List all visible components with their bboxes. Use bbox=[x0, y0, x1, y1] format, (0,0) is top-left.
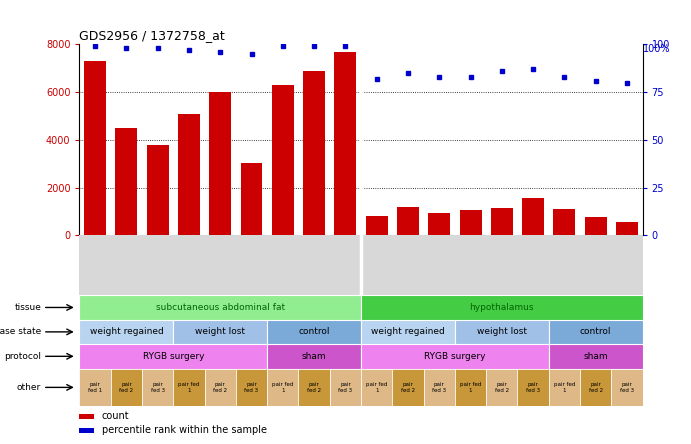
Bar bbox=[361, 344, 549, 369]
Text: pair
fed 1: pair fed 1 bbox=[88, 382, 102, 393]
Bar bbox=[616, 222, 638, 235]
Bar bbox=[522, 198, 544, 235]
Bar bbox=[580, 369, 612, 406]
Text: control: control bbox=[580, 327, 612, 337]
Bar bbox=[173, 369, 205, 406]
Bar bbox=[397, 207, 419, 235]
Text: sham: sham bbox=[302, 352, 326, 361]
Text: RYGB surgery: RYGB surgery bbox=[424, 352, 486, 361]
Bar bbox=[79, 344, 267, 369]
Bar bbox=[178, 114, 200, 235]
Bar bbox=[236, 369, 267, 406]
Text: pair
fed 2: pair fed 2 bbox=[495, 382, 509, 393]
Bar bbox=[366, 216, 388, 235]
Bar bbox=[334, 52, 357, 235]
Bar bbox=[84, 61, 106, 235]
Bar bbox=[491, 208, 513, 235]
Text: pair fed
1: pair fed 1 bbox=[366, 382, 388, 393]
Text: pair
fed 2: pair fed 2 bbox=[589, 382, 603, 393]
Bar bbox=[267, 369, 299, 406]
Bar bbox=[460, 210, 482, 235]
Text: pair
fed 3: pair fed 3 bbox=[620, 382, 634, 393]
Text: pair
fed 2: pair fed 2 bbox=[120, 382, 133, 393]
Bar bbox=[549, 320, 643, 344]
Bar bbox=[209, 92, 231, 235]
Bar bbox=[205, 369, 236, 406]
Bar bbox=[424, 369, 455, 406]
Text: weight lost: weight lost bbox=[477, 327, 527, 337]
Text: GDS2956 / 1372758_at: GDS2956 / 1372758_at bbox=[79, 29, 225, 42]
Text: disease state: disease state bbox=[0, 327, 41, 337]
Text: weight lost: weight lost bbox=[196, 327, 245, 337]
Bar bbox=[549, 344, 643, 369]
Text: pair
fed 2: pair fed 2 bbox=[401, 382, 415, 393]
Bar bbox=[142, 369, 173, 406]
Bar bbox=[361, 369, 392, 406]
Bar bbox=[428, 213, 451, 235]
Text: weight regained: weight regained bbox=[371, 327, 445, 337]
Text: RYGB surgery: RYGB surgery bbox=[142, 352, 204, 361]
Text: pair fed
1: pair fed 1 bbox=[460, 382, 481, 393]
Text: protocol: protocol bbox=[4, 352, 41, 361]
Bar bbox=[267, 320, 361, 344]
Text: hypothalamus: hypothalamus bbox=[470, 303, 534, 312]
Bar bbox=[272, 85, 294, 235]
Bar bbox=[303, 71, 325, 235]
Text: sham: sham bbox=[583, 352, 608, 361]
Bar bbox=[111, 369, 142, 406]
Text: subcutaneous abdominal fat: subcutaneous abdominal fat bbox=[155, 303, 285, 312]
Text: pair
fed 3: pair fed 3 bbox=[432, 382, 446, 393]
Bar bbox=[549, 369, 580, 406]
Bar bbox=[79, 369, 111, 406]
Text: control: control bbox=[299, 327, 330, 337]
Text: other: other bbox=[17, 383, 41, 392]
Text: 100%: 100% bbox=[643, 44, 670, 55]
Text: pair
fed 3: pair fed 3 bbox=[245, 382, 258, 393]
Text: pair
fed 3: pair fed 3 bbox=[526, 382, 540, 393]
Text: percentile rank within the sample: percentile rank within the sample bbox=[102, 425, 267, 435]
Bar bbox=[585, 217, 607, 235]
Text: count: count bbox=[102, 411, 130, 421]
Bar bbox=[553, 209, 576, 235]
Text: pair fed
1: pair fed 1 bbox=[178, 382, 200, 393]
Bar bbox=[330, 369, 361, 406]
Bar bbox=[455, 369, 486, 406]
Bar bbox=[267, 344, 361, 369]
Bar bbox=[392, 369, 424, 406]
Bar bbox=[115, 128, 138, 235]
Text: weight regained: weight regained bbox=[90, 327, 163, 337]
Bar bbox=[486, 369, 518, 406]
Bar bbox=[361, 320, 455, 344]
Bar bbox=[79, 295, 361, 320]
Text: pair
fed 3: pair fed 3 bbox=[339, 382, 352, 393]
Text: pair
fed 2: pair fed 2 bbox=[214, 382, 227, 393]
Bar bbox=[240, 163, 263, 235]
Bar bbox=[146, 145, 169, 235]
Bar bbox=[79, 414, 93, 419]
Bar bbox=[518, 369, 549, 406]
Bar bbox=[173, 320, 267, 344]
Text: tissue: tissue bbox=[15, 303, 41, 312]
Bar bbox=[299, 369, 330, 406]
Bar bbox=[79, 428, 93, 433]
Text: pair fed
1: pair fed 1 bbox=[553, 382, 575, 393]
Bar bbox=[79, 320, 173, 344]
Bar bbox=[361, 295, 643, 320]
Bar bbox=[612, 369, 643, 406]
Bar bbox=[455, 320, 549, 344]
Text: pair
fed 2: pair fed 2 bbox=[307, 382, 321, 393]
Text: pair
fed 3: pair fed 3 bbox=[151, 382, 164, 393]
Text: pair fed
1: pair fed 1 bbox=[272, 382, 294, 393]
